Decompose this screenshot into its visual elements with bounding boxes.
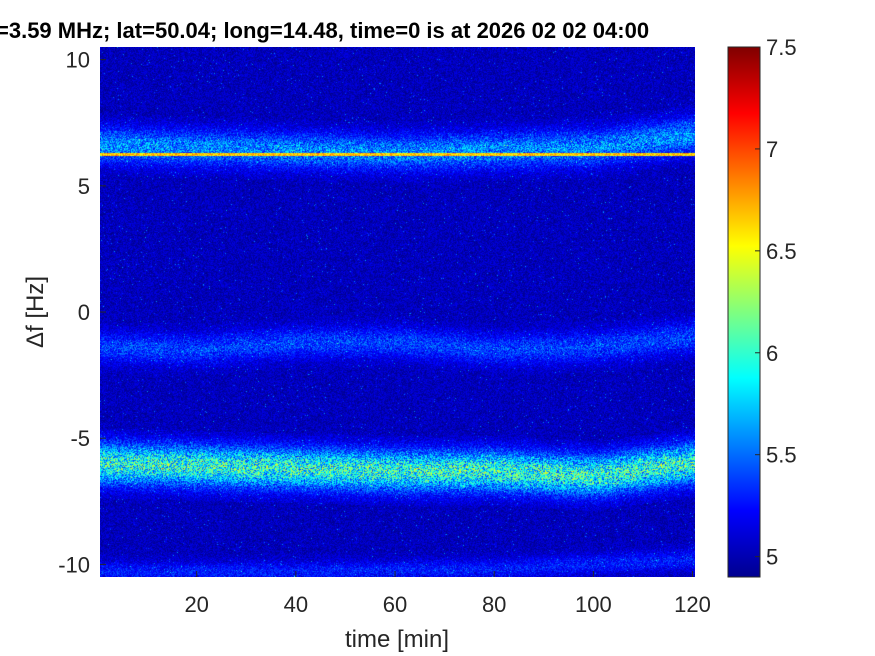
- x-tick-label: 60: [383, 592, 407, 617]
- x-tick-label: 100: [575, 592, 612, 617]
- x-axis-ticks: 20 40 60 80 100 120: [184, 571, 711, 617]
- colorbar-tick-label: 5.5: [766, 443, 797, 468]
- y-tick-label: 0: [78, 300, 90, 325]
- colorbar-ticks: 5 5.5 6 6.5 7 7.5: [755, 35, 797, 570]
- chart-title: =3.59 MHz; lat=50.04; long=14.48, time=0…: [0, 18, 649, 43]
- x-tick-label: 80: [482, 592, 506, 617]
- colorbar-tick-label: 7.5: [766, 35, 797, 60]
- colorbar: 5 5.5 6 6.5 7 7.5: [727, 35, 797, 578]
- y-tick-label: 10: [66, 48, 90, 73]
- heatmap-image: [100, 47, 695, 577]
- colorbar-gradient: [727, 46, 761, 578]
- x-axis-label: time [min]: [345, 626, 449, 653]
- y-tick-label: -10: [58, 552, 90, 577]
- y-tick-label: 5: [78, 174, 90, 199]
- colorbar-tick-label: 5: [766, 545, 778, 570]
- heatmap-plot: [100, 47, 695, 577]
- colorbar-tick-label: 6: [766, 341, 778, 366]
- y-axis-ticks: -10 -5 0 5 10: [58, 48, 106, 577]
- colorbar-tick-label: 6.5: [766, 239, 797, 264]
- y-tick-label: -5: [70, 426, 90, 451]
- colorbar-tick-label: 7: [766, 137, 778, 162]
- x-tick-label: 20: [184, 592, 208, 617]
- x-tick-label: 120: [674, 592, 711, 617]
- y-axis-label: Δf [Hz]: [22, 276, 49, 348]
- x-tick-label: 40: [284, 592, 308, 617]
